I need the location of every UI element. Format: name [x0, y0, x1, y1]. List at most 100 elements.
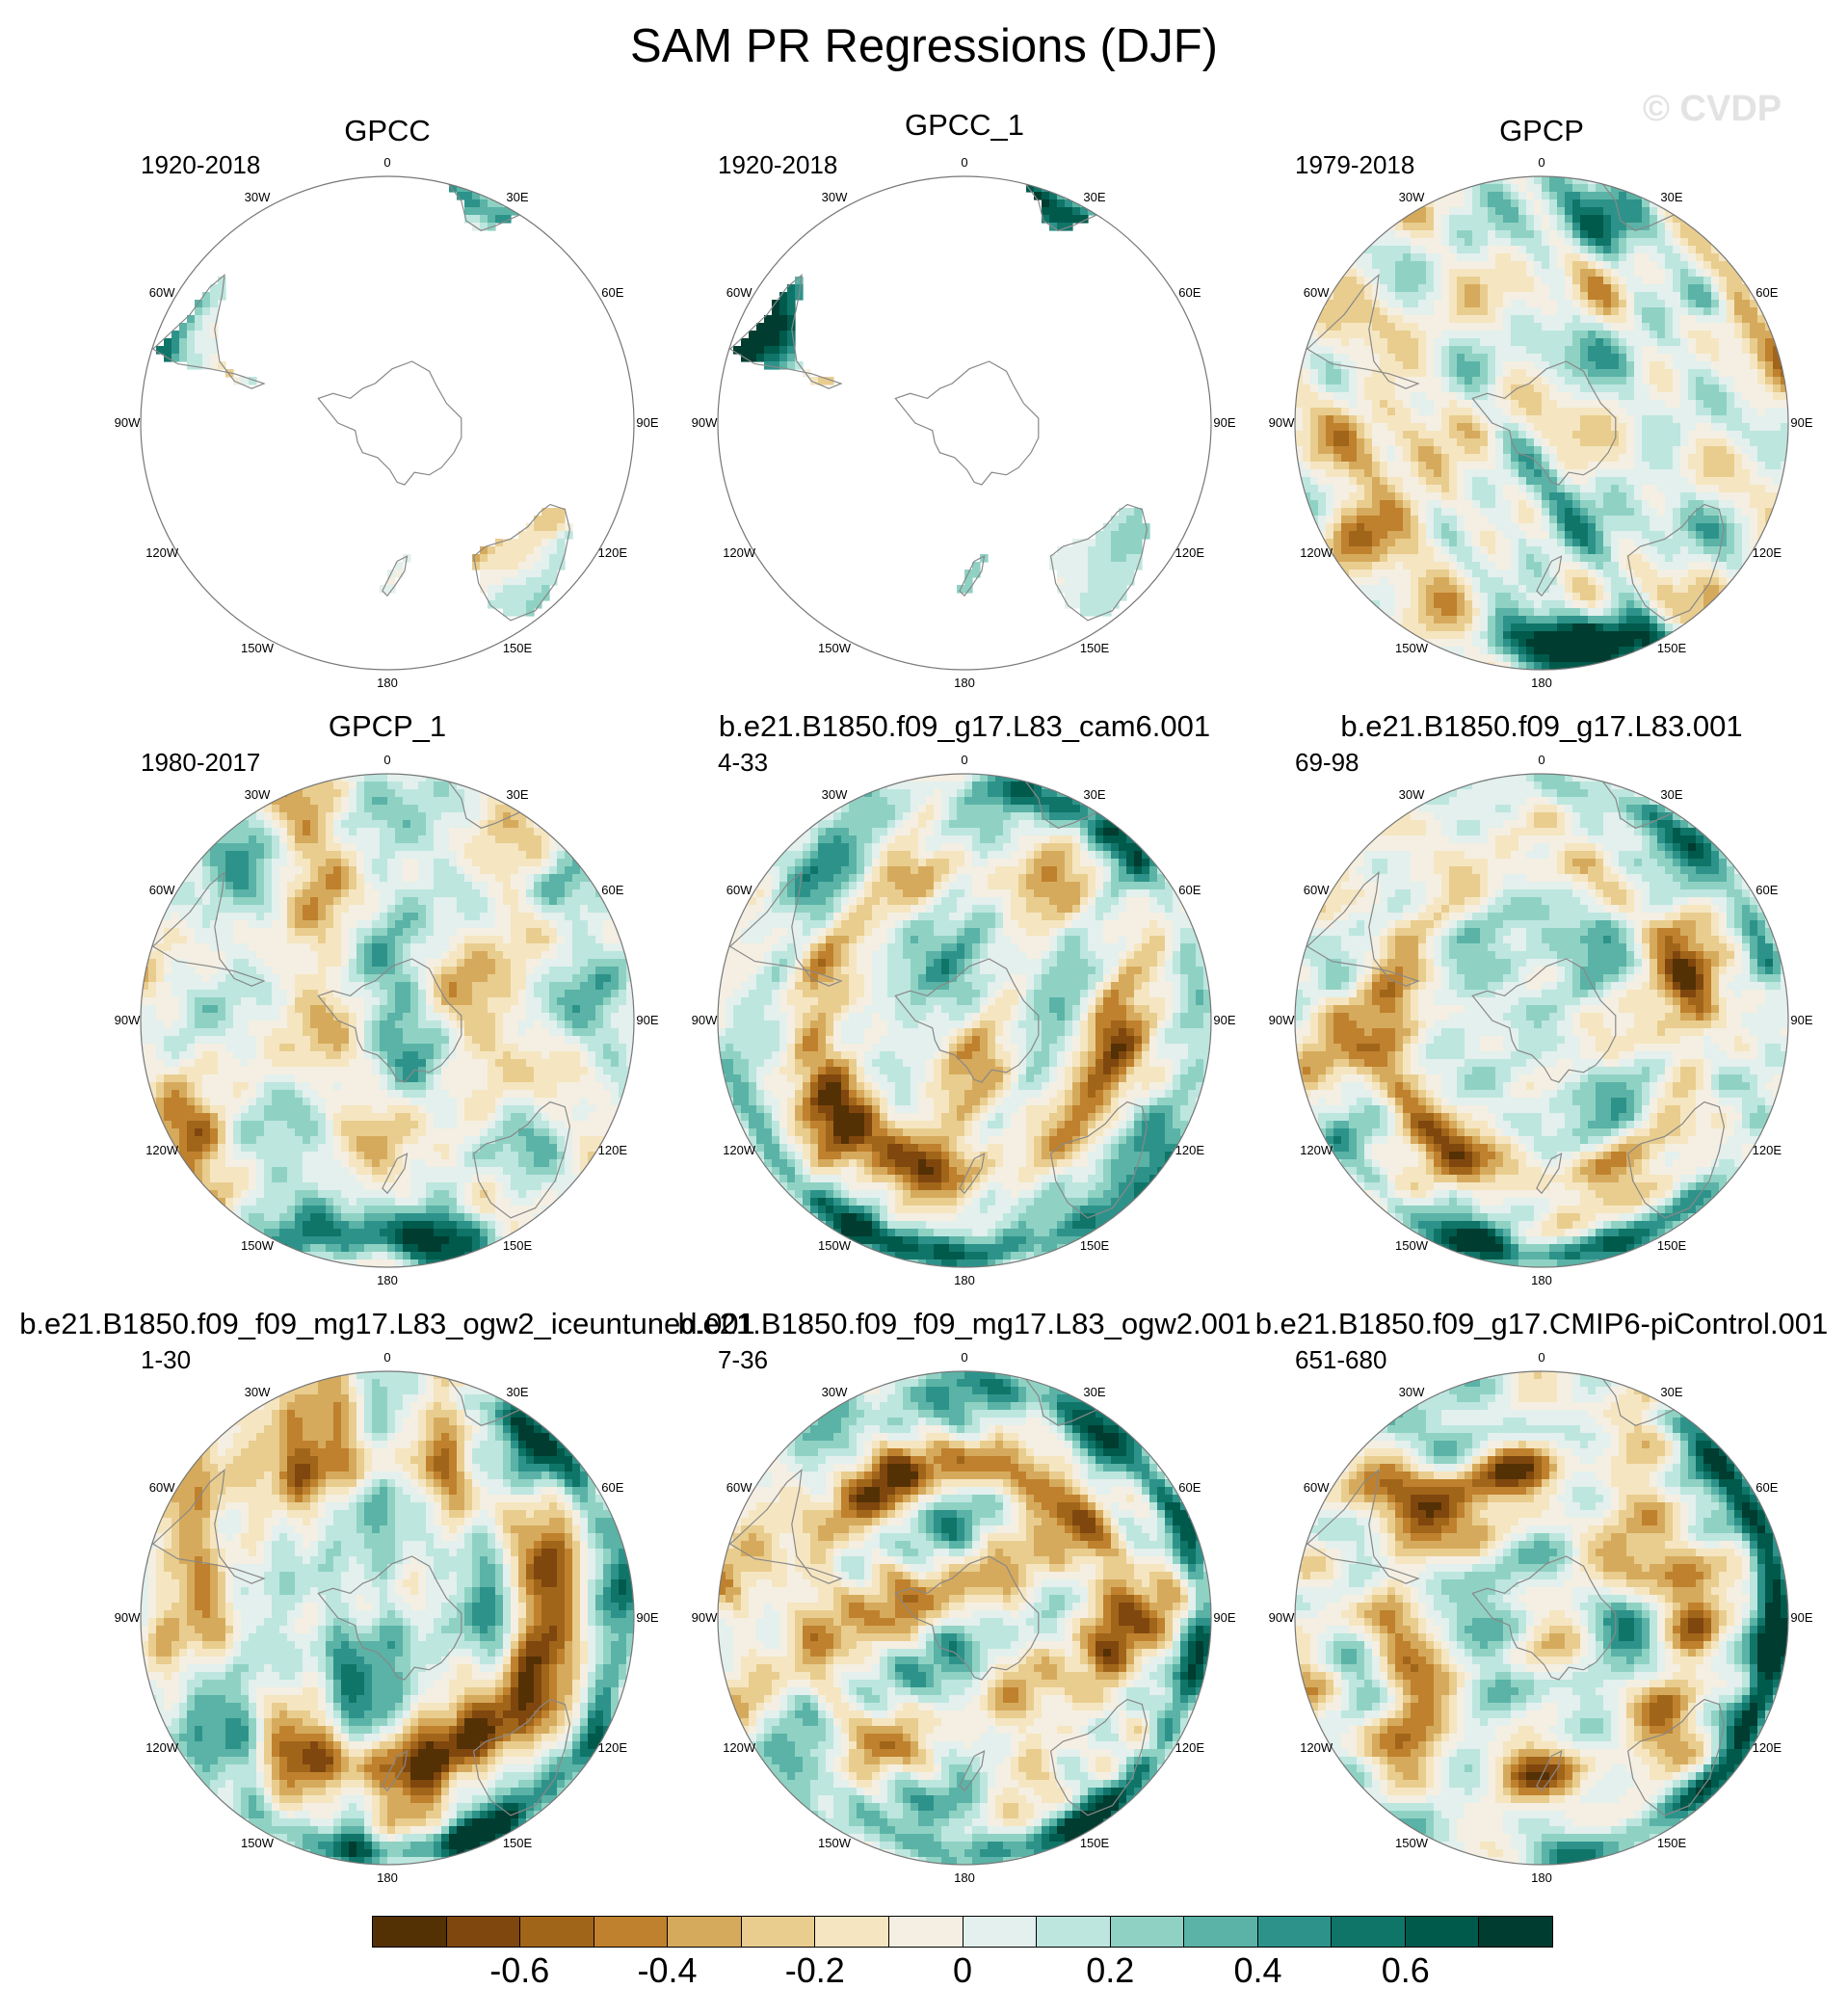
longitude-label: 60W [720, 1480, 758, 1495]
longitude-label: 0 [368, 753, 407, 767]
anomaly-field [718, 774, 1211, 1267]
longitude-label: 120W [720, 545, 758, 560]
colorbar-tick-label: 0.2 [1062, 1950, 1158, 1991]
longitude-label: 30E [1075, 1385, 1114, 1399]
longitude-label: 180 [945, 1273, 984, 1287]
colorbar-swatch [668, 1917, 742, 1947]
coastline [959, 1153, 986, 1195]
coastline [894, 1555, 1040, 1681]
longitude-label: 30E [1652, 787, 1691, 802]
coastline [1049, 1698, 1148, 1816]
panel-period: 69-98 [1295, 748, 1360, 778]
coastline [151, 273, 266, 389]
polar-map [717, 175, 1212, 671]
longitude-label: 180 [1522, 1273, 1561, 1287]
longitude-label: 30E [1075, 787, 1114, 802]
polar-map [140, 1370, 635, 1866]
colorbar-tick-label: -0.6 [471, 1950, 568, 1991]
coastline [728, 273, 843, 389]
longitude-label: 90W [685, 415, 724, 430]
longitude-label: 90E [1782, 1013, 1821, 1027]
coastline [317, 1555, 462, 1681]
polar-map [717, 773, 1212, 1268]
longitude-label: 180 [945, 1870, 984, 1885]
coastline [472, 503, 571, 622]
longitude-label: 150W [238, 1836, 277, 1850]
longitude-label: 180 [1522, 1870, 1561, 1885]
colorbar-swatch [815, 1917, 889, 1947]
longitude-label: 90E [628, 415, 667, 430]
longitude-label: 0 [368, 155, 407, 170]
map-border [140, 1370, 635, 1866]
polar-map [1294, 773, 1789, 1268]
longitude-label: 180 [945, 676, 984, 690]
longitude-label: 150W [1392, 641, 1431, 655]
longitude-label: 60E [1171, 1480, 1209, 1495]
coastline [959, 1750, 986, 1792]
longitude-label: 60E [594, 1480, 632, 1495]
coastline [1536, 1750, 1563, 1792]
colorbar-swatch [1037, 1917, 1111, 1947]
map-border [140, 175, 635, 671]
panel-title: GPCP_1 [2, 709, 773, 744]
coastline [959, 555, 986, 597]
anomaly-field [718, 1371, 1211, 1865]
coastline [1536, 555, 1563, 597]
longitude-label: 120W [1297, 545, 1335, 560]
longitude-label: 180 [368, 1870, 407, 1885]
colorbar-swatch [1405, 1917, 1480, 1947]
panel-period: 1979-2018 [1295, 150, 1414, 180]
longitude-label: 120E [1171, 1740, 1209, 1755]
anomaly-field [1295, 1371, 1788, 1865]
longitude-label: 30W [238, 190, 277, 204]
longitude-label: 30W [1392, 190, 1431, 204]
longitude-label: 120W [1297, 1143, 1335, 1157]
colorbar-swatch [594, 1917, 669, 1947]
colorbar-tick-label: 0.4 [1210, 1950, 1307, 1991]
longitude-label: 150E [1075, 641, 1114, 655]
longitude-label: 120E [1171, 1143, 1209, 1157]
longitude-label: 150W [238, 1238, 277, 1253]
longitude-label: 120E [1748, 545, 1786, 560]
colorbar-tick-label: 0 [914, 1950, 1011, 1991]
polar-map [1294, 1370, 1789, 1866]
coastline [1471, 360, 1617, 486]
colorbar-swatch [520, 1917, 594, 1947]
panel-period: 651-680 [1295, 1345, 1386, 1375]
colorbar-tick-label: -0.2 [767, 1950, 863, 1991]
coastline [1626, 1698, 1726, 1816]
longitude-label: 30W [815, 1385, 854, 1399]
anomaly-field [1295, 176, 1788, 670]
longitude-label: 150E [1075, 1238, 1114, 1253]
longitude-label: 90W [1262, 415, 1301, 430]
coastline [151, 1468, 266, 1584]
longitude-label: 150E [498, 1836, 537, 1850]
longitude-label: 60E [1748, 883, 1786, 897]
coastline [1626, 503, 1726, 622]
longitude-label: 60W [143, 1480, 181, 1495]
coastline [728, 1468, 843, 1584]
longitude-label: 90E [628, 1013, 667, 1027]
longitude-label: 60E [1748, 285, 1786, 300]
longitude-label: 60E [1171, 285, 1209, 300]
colorbar-swatch [1257, 1917, 1333, 1947]
longitude-label: 150E [1652, 641, 1691, 655]
coastline [1471, 1555, 1617, 1681]
longitude-label: 150E [1652, 1836, 1691, 1850]
longitude-label: 30E [498, 787, 537, 802]
longitude-label: 90W [108, 1013, 146, 1027]
coastline [1471, 958, 1617, 1083]
longitude-label: 30E [1075, 190, 1114, 204]
longitude-label: 60W [143, 285, 181, 300]
panel-period: 1920-2018 [718, 150, 837, 180]
longitude-label: 120W [1297, 1740, 1335, 1755]
polar-map [1294, 175, 1789, 671]
longitude-label: 60E [1171, 883, 1209, 897]
longitude-label: 30E [498, 1385, 537, 1399]
longitude-label: 30E [1652, 190, 1691, 204]
longitude-label: 60W [720, 285, 758, 300]
anomaly-field [141, 1371, 634, 1865]
colorbar-swatch [446, 1917, 521, 1947]
longitude-label: 120E [594, 1143, 632, 1157]
